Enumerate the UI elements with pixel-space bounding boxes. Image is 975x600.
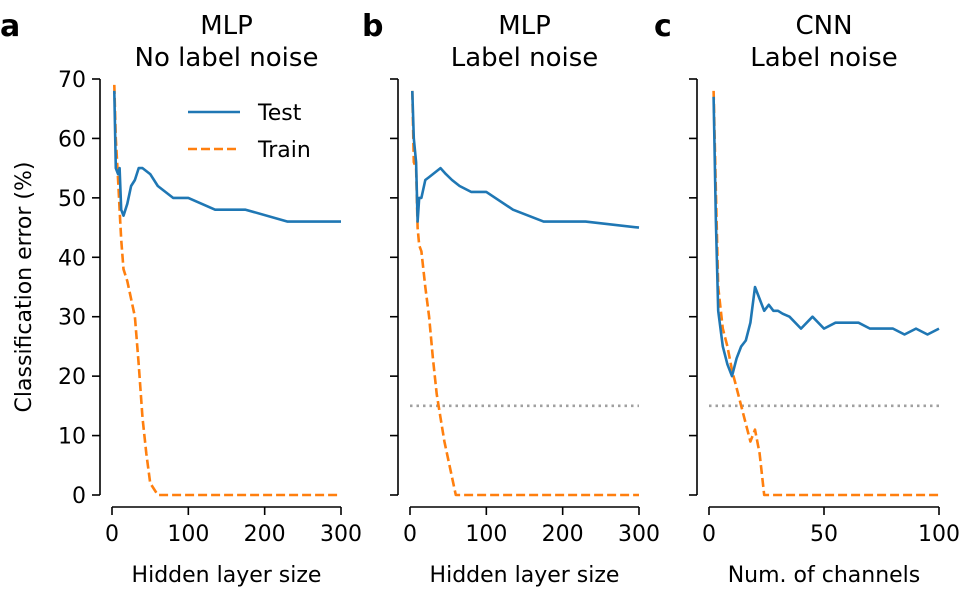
x-tick-label: 50 [810, 522, 838, 547]
panel-title-line1: CNN [795, 11, 852, 41]
x-tick-label: 0 [105, 522, 119, 547]
x-tick-label: 0 [702, 522, 716, 547]
x-tick-label: 300 [618, 522, 660, 547]
y-tick-label: 30 [58, 306, 86, 331]
y-tick-label: 40 [58, 246, 86, 271]
x-tick-label: 200 [542, 522, 584, 547]
y-tick-label: 50 [58, 187, 86, 212]
panel-title-line1: MLP [498, 11, 551, 41]
series-line-train [712, 90, 939, 497]
legend-label-test: Test [257, 101, 302, 126]
panel-title-line2: No label noise [135, 43, 319, 73]
x-axis-label: Hidden layer size [132, 563, 322, 588]
x-tick-label: 100 [167, 522, 209, 547]
legend-label-train: Train [257, 138, 311, 163]
panel-title-line2: Label noise [451, 43, 599, 73]
panel-title-line2: Label noise [750, 43, 898, 73]
series-line-test [712, 96, 940, 378]
x-tick-label: 0 [403, 522, 417, 547]
panel-title-line1: MLP [200, 11, 253, 41]
x-tick-label: 300 [320, 522, 362, 547]
x-axis-label: Hidden layer size [430, 563, 620, 588]
x-tick-label: 100 [918, 522, 960, 547]
y-tick-label: 10 [58, 425, 86, 450]
legend: Test Train [188, 101, 311, 163]
x-tick-label: 100 [465, 522, 507, 547]
panel-letter: a [0, 9, 20, 44]
panel-letter: b [362, 9, 383, 44]
series-line-test [411, 90, 640, 229]
series-line-train [411, 90, 639, 497]
series-line-test [113, 90, 341, 223]
y-tick-label: 20 [58, 365, 86, 390]
y-tick-label: 70 [58, 68, 86, 93]
y-tick-label: 0 [72, 484, 86, 509]
x-tick-label: 200 [244, 522, 286, 547]
y-tick-label: 60 [58, 127, 86, 152]
x-axis-label: Num. of channels [728, 563, 921, 588]
panel-letter: c [654, 9, 672, 44]
series-line-train [113, 84, 341, 497]
y-axis-label: Classification error (%) [12, 162, 37, 413]
